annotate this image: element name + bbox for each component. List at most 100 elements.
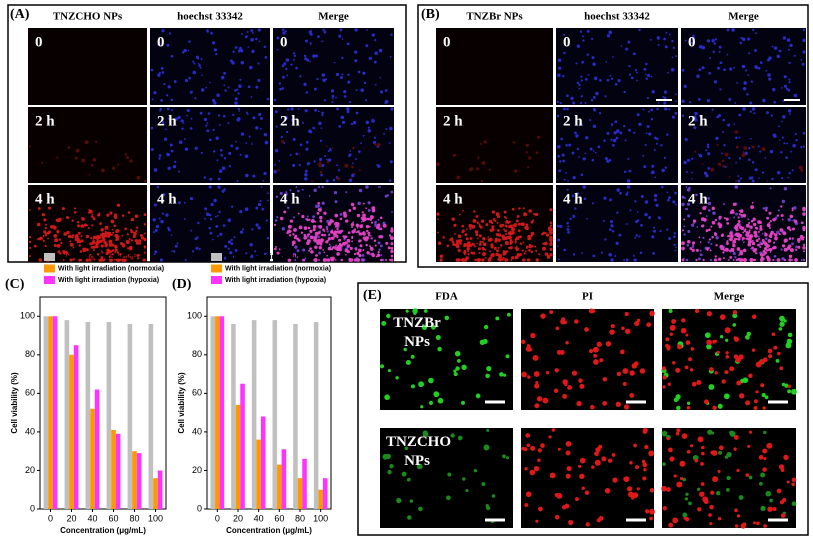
bar: [157, 470, 163, 509]
bar: [256, 439, 261, 509]
bar: [231, 323, 236, 509]
bar: [111, 429, 116, 509]
legend-label: With light irradiation (hypoxia): [225, 277, 326, 284]
bar: [52, 316, 58, 509]
row-label: 2 h: [443, 113, 463, 129]
y-tick-label: 60: [25, 388, 35, 398]
plot-frame: [39, 296, 167, 510]
legend-label: With light irradiation (normoxia): [58, 265, 164, 272]
cell-dots: [28, 203, 147, 262]
y-tick-label: 0: [197, 503, 202, 513]
panel-label: (E): [363, 288, 382, 303]
row-label: 4 h: [280, 191, 300, 207]
micrograph: [28, 107, 147, 183]
micrograph: [556, 28, 678, 105]
y-tick-label: 40: [25, 426, 35, 436]
y-tick-label: 20: [192, 465, 202, 475]
bar: [313, 322, 319, 509]
panel-text: PI: [582, 291, 593, 303]
cell-dots: [379, 308, 511, 409]
y-axis-title: Cell viability (%): [10, 372, 19, 434]
cell-dots: [274, 185, 394, 262]
bar: [132, 451, 137, 509]
bar: [127, 323, 133, 509]
row-label: 4 h: [443, 191, 463, 207]
micrograph: [150, 185, 270, 262]
panel-text: TNZBr NPs: [466, 11, 523, 23]
plot-frame: [206, 296, 332, 510]
row-label: 0: [563, 34, 571, 50]
x-tick-label: 40: [254, 513, 264, 523]
row-label: 2 h: [157, 113, 177, 129]
y-tick-label: 60: [192, 388, 202, 398]
bar: [260, 416, 266, 509]
panel-text: TNZCHO NPs: [53, 11, 123, 23]
bar: [219, 316, 225, 509]
cell-dots: [521, 308, 655, 410]
x-tick-label: 80: [295, 513, 305, 523]
panel-label: (B): [421, 7, 440, 22]
x-tick-label: 0: [215, 513, 220, 523]
row-label: 4 h: [157, 191, 177, 207]
micrograph: [662, 309, 796, 410]
bar: [48, 316, 53, 509]
bar: [136, 453, 142, 509]
x-tick-label: 20: [66, 513, 76, 523]
legend-swatch: [44, 276, 55, 284]
bar: [215, 316, 220, 509]
row-label: 4 h: [688, 191, 708, 207]
panel-label: (C): [5, 277, 25, 292]
legend-swatch: [211, 264, 222, 273]
cell-dots: [436, 207, 553, 262]
legend-swatch: [211, 276, 222, 284]
row-label: 4 h: [35, 191, 55, 207]
row-label: 0: [688, 34, 696, 50]
cell-dots: [150, 28, 270, 105]
y-tick-label: 20: [25, 465, 35, 475]
cell-dots: [436, 135, 541, 183]
panel-text: Merge: [728, 11, 759, 23]
row-label: 2 h: [35, 113, 55, 129]
micrograph: [273, 185, 394, 262]
bar: [43, 316, 49, 509]
legend-label: Without light irradiation: [225, 254, 304, 261]
bar: [281, 449, 287, 509]
cell-dots: [681, 201, 806, 262]
row-label: 0: [280, 34, 288, 50]
bar: [322, 478, 328, 509]
x-tick-label: 80: [129, 513, 139, 523]
bar: [148, 323, 154, 509]
panel-label: (A): [10, 7, 30, 22]
row-label: 2 h: [563, 113, 583, 129]
cell-dots: [661, 428, 797, 529]
bar: [277, 464, 282, 509]
cell-dots: [273, 202, 394, 262]
row-label: 2 h: [688, 113, 708, 129]
bar: [297, 478, 303, 509]
panel-text: Merge: [714, 291, 745, 303]
bar: [251, 320, 257, 509]
row-label: 0: [35, 34, 43, 50]
x-tick-label: 60: [274, 513, 284, 523]
row-label: 4 h: [563, 191, 583, 207]
bar: [293, 323, 298, 509]
row-label: 0: [443, 34, 451, 50]
x-tick-label: 100: [148, 513, 163, 523]
x-tick-label: 20: [233, 513, 243, 523]
bar: [240, 383, 245, 509]
legend-swatch: [211, 253, 222, 261]
cell-dots: [556, 28, 677, 105]
cell-dots: [556, 107, 678, 183]
micrograph: [556, 107, 678, 183]
row-label: 0: [157, 34, 165, 50]
micrograph: [436, 28, 553, 105]
panel-text: Merge: [318, 11, 349, 23]
bar: [318, 489, 323, 509]
micrograph: [521, 428, 654, 528]
y-tick-label: 100: [20, 311, 35, 321]
y-tick-label: 100: [187, 311, 202, 321]
panel-text: hoechst 33342: [177, 11, 243, 23]
legend-swatch: [44, 264, 55, 273]
